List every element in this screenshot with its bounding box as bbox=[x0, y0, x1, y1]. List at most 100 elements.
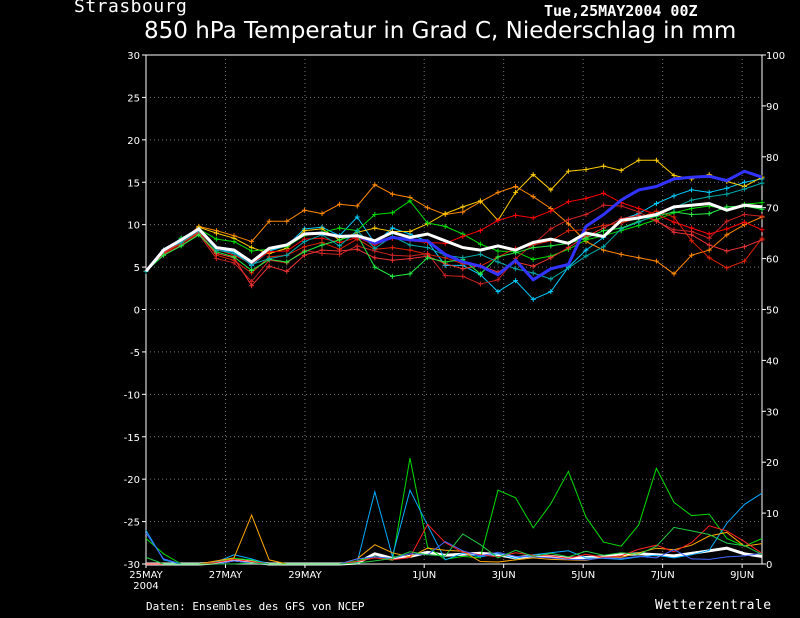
temperature-marker bbox=[689, 206, 695, 212]
temperature-marker bbox=[495, 277, 501, 283]
temperature-marker bbox=[213, 236, 219, 242]
precip-line bbox=[146, 523, 763, 565]
temperature-marker bbox=[724, 218, 730, 224]
temperature-marker bbox=[425, 220, 431, 226]
temperature-marker bbox=[724, 226, 730, 232]
precip-line bbox=[145, 458, 763, 565]
temperature-marker bbox=[513, 189, 519, 195]
temperature-marker bbox=[495, 254, 501, 260]
temperature-marker bbox=[495, 217, 501, 223]
temperature-marker bbox=[425, 245, 431, 251]
temperature-marker bbox=[389, 252, 395, 258]
temperature-marker bbox=[530, 245, 536, 251]
temperature-marker bbox=[671, 219, 677, 225]
temperature-marker bbox=[213, 256, 219, 262]
x-tick-label: 5JUN bbox=[571, 570, 595, 581]
temperature-marker bbox=[601, 163, 607, 169]
precip-line bbox=[146, 513, 763, 565]
temperature-marker bbox=[495, 259, 501, 265]
x-tick-label: 9JUN bbox=[730, 570, 754, 581]
temperature-marker bbox=[495, 248, 501, 254]
temperature-marker bbox=[407, 228, 413, 234]
temperature-line bbox=[145, 178, 763, 300]
temperature-marker bbox=[741, 179, 747, 185]
temperature-marker bbox=[372, 245, 378, 251]
temperature-marker bbox=[741, 219, 747, 225]
left-tick-label: -10 bbox=[124, 390, 140, 401]
temperature-marker bbox=[671, 229, 677, 235]
temperature-marker bbox=[759, 213, 765, 219]
temperature-marker bbox=[548, 243, 554, 249]
temperature-marker bbox=[372, 264, 378, 270]
x-tick-label: 1JUN bbox=[412, 570, 436, 581]
grid-lines bbox=[146, 55, 762, 564]
x-tick-label: 29MAY bbox=[288, 570, 322, 581]
temperature-marker bbox=[618, 167, 624, 173]
temperature-marker bbox=[477, 228, 483, 234]
temperature-marker bbox=[442, 259, 448, 265]
temperature-marker bbox=[266, 218, 272, 224]
chart-title: 850 hPa Temperatur in Grad C, Niederschl… bbox=[144, 18, 737, 44]
temperature-marker bbox=[407, 271, 413, 277]
right-tick-label: 70 bbox=[766, 204, 779, 215]
temperature-marker bbox=[460, 266, 466, 272]
temperature-marker bbox=[407, 256, 413, 262]
temperature-marker bbox=[477, 281, 483, 287]
temperature-marker bbox=[530, 215, 536, 221]
temperature-marker bbox=[689, 232, 695, 238]
temperature-marker bbox=[407, 242, 413, 248]
temperature-marker bbox=[706, 235, 712, 241]
temperature-line bbox=[145, 200, 763, 272]
temperature-marker bbox=[636, 219, 642, 225]
temperature-line bbox=[145, 214, 763, 287]
temperature-marker bbox=[495, 189, 501, 195]
left-tick-label: -20 bbox=[124, 475, 140, 486]
left-axis: 30 25 20 15 10 5 0 -5 -10 -15 -20 -25 -30 bbox=[124, 51, 146, 571]
left-tick-label: 15 bbox=[127, 178, 140, 189]
temperature-marker bbox=[583, 195, 589, 201]
temperature-marker bbox=[724, 232, 730, 238]
temperature-marker bbox=[530, 256, 536, 262]
temperature-marker bbox=[389, 273, 395, 279]
temperature-marker bbox=[759, 206, 765, 212]
temperature-marker bbox=[319, 211, 325, 217]
temperature-marker bbox=[548, 187, 554, 193]
temperature-marker bbox=[706, 189, 712, 195]
temperature-marker bbox=[354, 228, 360, 234]
temperature-marker bbox=[583, 253, 589, 259]
temperature-marker bbox=[337, 243, 343, 249]
temperature-marker bbox=[653, 157, 659, 163]
temperature-marker bbox=[460, 255, 466, 261]
temperature-marker bbox=[337, 237, 343, 243]
temperature-line bbox=[145, 205, 763, 277]
temperature-marker bbox=[354, 203, 360, 209]
x-tick-sublabel: 2004 bbox=[133, 581, 158, 592]
temperature-marker bbox=[354, 236, 360, 242]
temperature-marker bbox=[689, 197, 695, 203]
temperature-marker bbox=[442, 211, 448, 217]
temperature-marker bbox=[389, 191, 395, 197]
temperature-marker bbox=[724, 204, 730, 210]
temperature-marker bbox=[741, 211, 747, 217]
temperature-marker bbox=[671, 193, 677, 199]
temperature-marker bbox=[530, 263, 536, 269]
temperature-marker bbox=[706, 194, 712, 200]
temperature-marker bbox=[653, 200, 659, 206]
left-tick-label: 5 bbox=[134, 263, 140, 274]
right-tick-label: 60 bbox=[766, 255, 779, 266]
temperature-marker bbox=[513, 278, 519, 284]
temperature-marker bbox=[389, 245, 395, 251]
temperature-marker bbox=[530, 270, 536, 276]
temperature-marker bbox=[706, 211, 712, 217]
temperature-marker bbox=[565, 199, 571, 205]
temperature-marker bbox=[249, 267, 255, 273]
x-tick-label: 25MAY bbox=[129, 570, 163, 581]
run-datestamp: Tue,25MAY2004 00Z bbox=[544, 2, 698, 20]
temperature-marker bbox=[284, 218, 290, 224]
temperature-marker bbox=[565, 221, 571, 227]
temperature-marker bbox=[460, 273, 466, 279]
temperature-marker bbox=[689, 187, 695, 193]
temperature-marker bbox=[671, 271, 677, 277]
temperature-marker bbox=[583, 235, 589, 241]
temperature-marker bbox=[636, 157, 642, 163]
